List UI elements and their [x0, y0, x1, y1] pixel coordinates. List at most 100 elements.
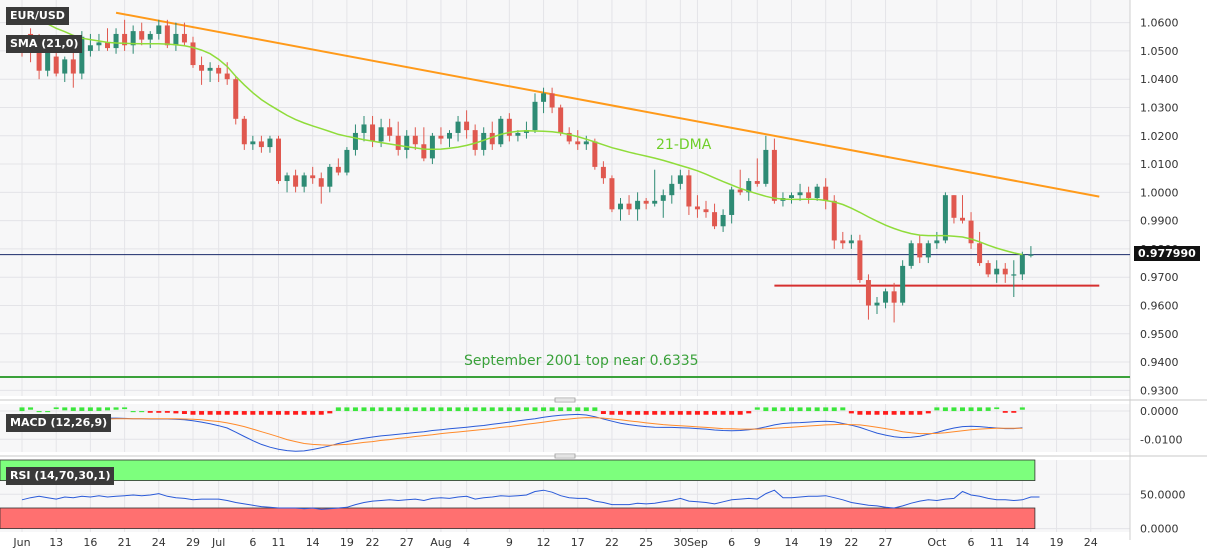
candle-body — [891, 291, 897, 303]
candle-body — [199, 65, 205, 71]
macd-histogram-bar — [848, 411, 854, 414]
macd-histogram-bar — [575, 407, 581, 412]
candle-body — [669, 183, 675, 196]
macd-histogram-bar — [549, 407, 555, 412]
candle-body — [694, 206, 700, 210]
candle-body — [216, 67, 222, 74]
macd-histogram-bar — [994, 407, 1000, 410]
macd-histogram-bar — [19, 407, 25, 412]
macd-histogram-bar — [583, 407, 589, 412]
candle-body — [164, 25, 170, 46]
candle-body — [771, 149, 777, 201]
macd-histogram-bar — [934, 407, 940, 411]
macd-histogram-bar — [301, 411, 307, 415]
macd-histogram-bar — [609, 411, 615, 415]
macd-histogram-bar — [874, 411, 880, 415]
candle-body — [558, 107, 564, 133]
candle-body — [900, 265, 906, 303]
macd-histogram-bar — [361, 407, 367, 412]
candle-body — [147, 33, 153, 40]
candle-body — [352, 132, 358, 150]
candle-body — [404, 135, 410, 150]
candle-body — [429, 135, 435, 159]
macd-histogram-bar — [241, 411, 247, 415]
candle-body — [250, 141, 256, 145]
candle-body — [703, 209, 709, 213]
macd-histogram-bar — [70, 407, 76, 411]
candle-body — [977, 243, 983, 264]
x-tick-label: 29 — [186, 536, 200, 549]
candle-body — [62, 59, 68, 74]
macd-histogram-bar — [541, 407, 547, 412]
macd-histogram-bar — [335, 407, 341, 411]
macd-histogram-bar — [395, 407, 401, 412]
macd-histogram-bar — [968, 407, 974, 412]
x-tick-label: 27 — [879, 536, 893, 549]
price-tick-label: 0.9700 — [1140, 271, 1179, 284]
macd-histogram-bar — [840, 407, 846, 411]
macd-histogram-bar — [250, 411, 256, 415]
x-tick-label: 24 — [152, 536, 166, 549]
x-tick-label: Sep — [687, 536, 708, 549]
macd-histogram-bar — [532, 407, 538, 412]
macd-histogram-bar — [523, 407, 529, 412]
x-tick-label: Aug — [430, 536, 451, 549]
macd-histogram-bar — [985, 407, 991, 411]
chart-title: EUR/USD — [6, 7, 69, 25]
candle-body — [361, 124, 367, 133]
macd-histogram-bar — [1011, 411, 1017, 413]
x-tick-label: 22 — [605, 536, 619, 549]
macd-histogram-bar — [686, 411, 692, 415]
macd-histogram-bar — [635, 411, 641, 415]
candle-body — [1028, 254, 1034, 256]
x-tick-label: 21 — [118, 536, 132, 549]
candle-body — [70, 59, 76, 74]
candle-body — [874, 302, 880, 306]
x-tick-label: 14 — [785, 536, 799, 549]
x-tick-label: 14 — [1015, 536, 1029, 549]
candle-body — [583, 141, 589, 145]
candle-body — [763, 149, 769, 184]
macd-histogram-bar — [207, 411, 213, 415]
macd-histogram-bar — [447, 407, 452, 412]
x-tick-label: Oct — [927, 536, 947, 549]
macd-histogram-bar — [370, 407, 376, 412]
macd-histogram-bar — [62, 407, 68, 411]
macd-histogram-bar — [181, 411, 187, 414]
macd-histogram-bar — [720, 411, 726, 415]
rsi-line — [21, 489, 1040, 510]
candle-body — [105, 42, 110, 49]
price-tick-label: 1.0000 — [1140, 186, 1179, 199]
candle-body — [712, 212, 718, 227]
candle-body — [541, 93, 547, 102]
macd-histogram-bar — [814, 407, 820, 412]
x-tick-label: 11 — [272, 536, 286, 549]
current-price-tag: 0.977990 — [1134, 246, 1200, 261]
candle-body — [173, 33, 179, 46]
macd-histogram-bar — [498, 407, 504, 412]
x-tick-label: Jul — [211, 536, 225, 549]
macd-histogram-bar — [327, 411, 333, 414]
macd-histogram-bar — [164, 411, 170, 413]
price-tick-label: 0.9900 — [1140, 215, 1179, 228]
candle-body — [207, 67, 213, 71]
macd-histogram-bar — [421, 407, 427, 412]
candle-body — [395, 135, 401, 150]
macd-histogram-bar — [960, 407, 965, 412]
macd-histogram-bar — [455, 407, 461, 412]
candle-body — [258, 141, 264, 148]
candle-body — [455, 121, 461, 133]
macd-histogram-bar — [737, 411, 743, 415]
macd-histogram-bar — [857, 411, 863, 415]
candle-body — [652, 200, 658, 204]
macd-histogram-bar — [489, 407, 495, 412]
candle-body — [994, 268, 1000, 275]
candle-body — [840, 240, 846, 244]
macd-histogram-bar — [438, 407, 444, 412]
candle-body — [276, 138, 281, 182]
macd-histogram-bar — [600, 411, 606, 414]
candle-body — [566, 132, 572, 142]
macd-histogram-bar — [917, 411, 923, 415]
x-tick-label: 30 — [673, 536, 687, 549]
